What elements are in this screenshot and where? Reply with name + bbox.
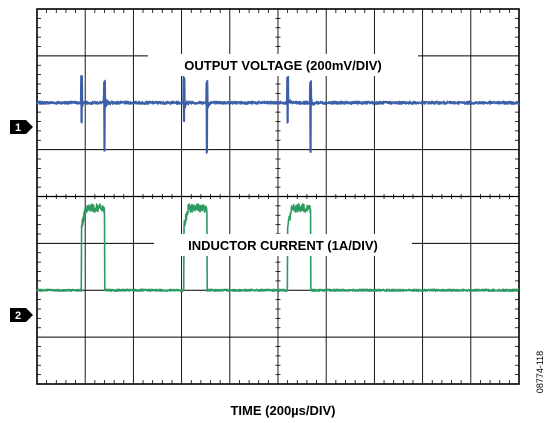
x-axis-label: TIME (200µs/DIV) (230, 403, 335, 418)
channel-2-marker: 2 (10, 308, 33, 322)
grid (36, 8, 520, 385)
traces (36, 75, 520, 292)
channel-1-marker-label: 1 (15, 122, 21, 134)
channel-2-label: INDUCTOR CURRENT (1A/DIV) (188, 238, 378, 253)
channel-1-marker: 1 (10, 120, 33, 134)
channel-2-trace (36, 203, 520, 292)
channel-2-marker-label: 2 (15, 310, 21, 322)
label-bg-inductor (154, 234, 412, 256)
label-bg-output (148, 54, 418, 76)
channel-1-label: OUTPUT VOLTAGE (200mV/DIV) (184, 58, 381, 73)
figure-id: 08774-118 (535, 351, 545, 393)
channel-1-trace (36, 75, 520, 154)
